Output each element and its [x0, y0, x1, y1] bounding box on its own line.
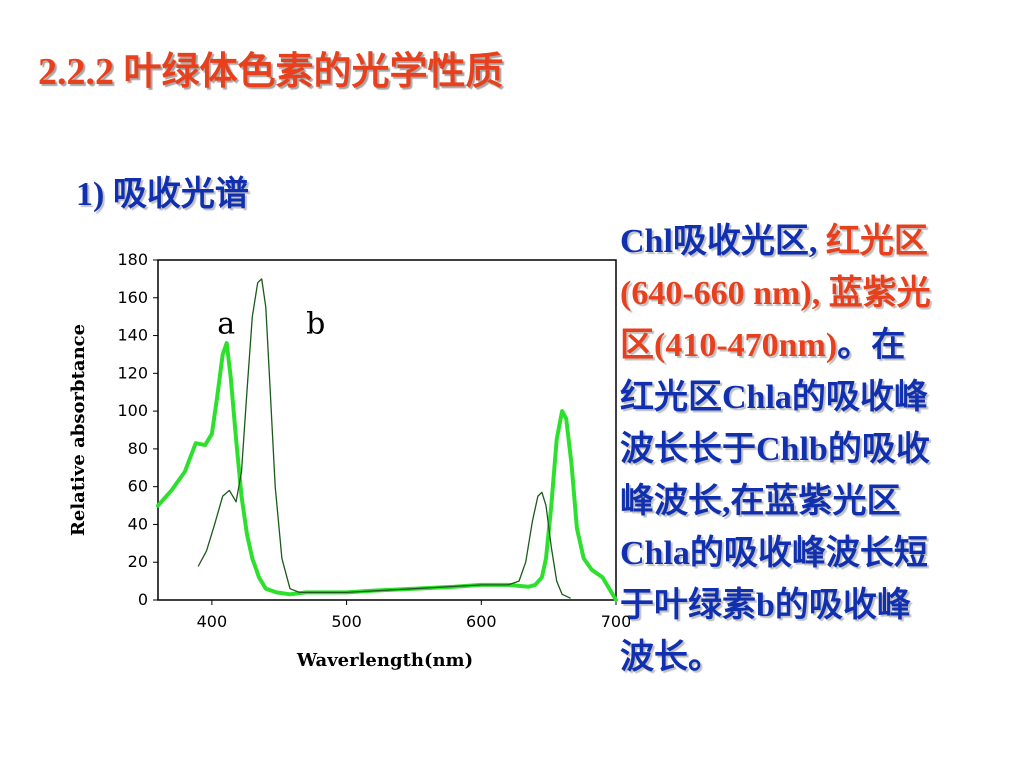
- x-axis-title: Waverlength(nm): [296, 650, 473, 671]
- y-tick-label: 0: [138, 590, 148, 609]
- y-tick-label: 80: [128, 439, 148, 458]
- slide-title: 2.2.2 叶绿体色素的光学性质: [38, 51, 504, 93]
- y-tick-label: 40: [128, 514, 148, 533]
- curve-label-a: a: [217, 307, 235, 342]
- x-tick-label: 500: [331, 612, 362, 631]
- curve-label-b: b: [306, 307, 325, 342]
- chart-layer: 0 20 40 60 80 100 120 140 160 180 400 500 600 700 Wave…: [68, 250, 630, 671]
- description-line: 波长。: [620, 632, 990, 684]
- y-axis-title: Relative absorbtance: [68, 324, 89, 536]
- x-tick-label: 400: [197, 612, 228, 631]
- section-subtitle: 1) 吸收光谱: [76, 176, 249, 213]
- description-line: 于叶绿素b的吸收峰: [620, 580, 990, 632]
- description-text: Chl吸收光区, 红光区 (640-660 nm), 蓝紫光 区(410-470nm…: [620, 216, 990, 684]
- description-segment: 红光区Chla的吸收峰: [620, 379, 928, 416]
- description-segment: 。在: [837, 327, 906, 364]
- y-tick-label: 140: [117, 326, 148, 345]
- description-line: Chl吸收光区, 红光区: [620, 216, 990, 268]
- chart-svg: 0 20 40 60 80 100 120 140 160 180 400 500 600 700 Wave…: [68, 250, 630, 671]
- description-segment: 红光区: [825, 223, 928, 260]
- description-line: (640-660 nm), 蓝紫光: [620, 268, 990, 320]
- y-tick-label: 180: [117, 250, 148, 269]
- description-line: 区(410-470nm)。在: [620, 320, 990, 372]
- absorption-spectrum-chart: 0 20 40 60 80 100 120 140 160 180 400 500 600 700 Wave…: [60, 240, 630, 690]
- description-segment: 峰波长,在蓝紫光区: [620, 483, 901, 520]
- y-tick-label: 100: [117, 401, 148, 420]
- description-segment: 波长。: [620, 639, 722, 676]
- x-tick-label: 600: [466, 612, 497, 631]
- description-segment: 于叶绿素b的吸收峰: [620, 587, 911, 624]
- description-line: 红光区Chla的吸收峰: [620, 372, 990, 424]
- y-tick-label: 60: [128, 477, 148, 496]
- description-segment: Chl吸收光区,: [620, 223, 826, 260]
- description-segment: 波长长于Chlb的吸收: [620, 431, 930, 468]
- description-segment: (640-660 nm), 蓝紫光: [620, 275, 931, 312]
- y-tick-label: 20: [128, 552, 148, 571]
- y-tick-label: 160: [117, 288, 148, 307]
- description-segment: 区(410-470nm): [620, 327, 838, 364]
- description-line: 波长长于Chlb的吸收: [620, 424, 990, 476]
- x-tick-label: 700: [601, 612, 630, 631]
- y-tick-label: 120: [117, 363, 148, 382]
- series-line-b: [197, 278, 571, 599]
- description-segment: Chla的吸收峰波长短: [620, 535, 928, 572]
- description-line: 峰波长,在蓝紫光区: [620, 476, 990, 528]
- description-line: Chla的吸收峰波长短: [620, 528, 990, 580]
